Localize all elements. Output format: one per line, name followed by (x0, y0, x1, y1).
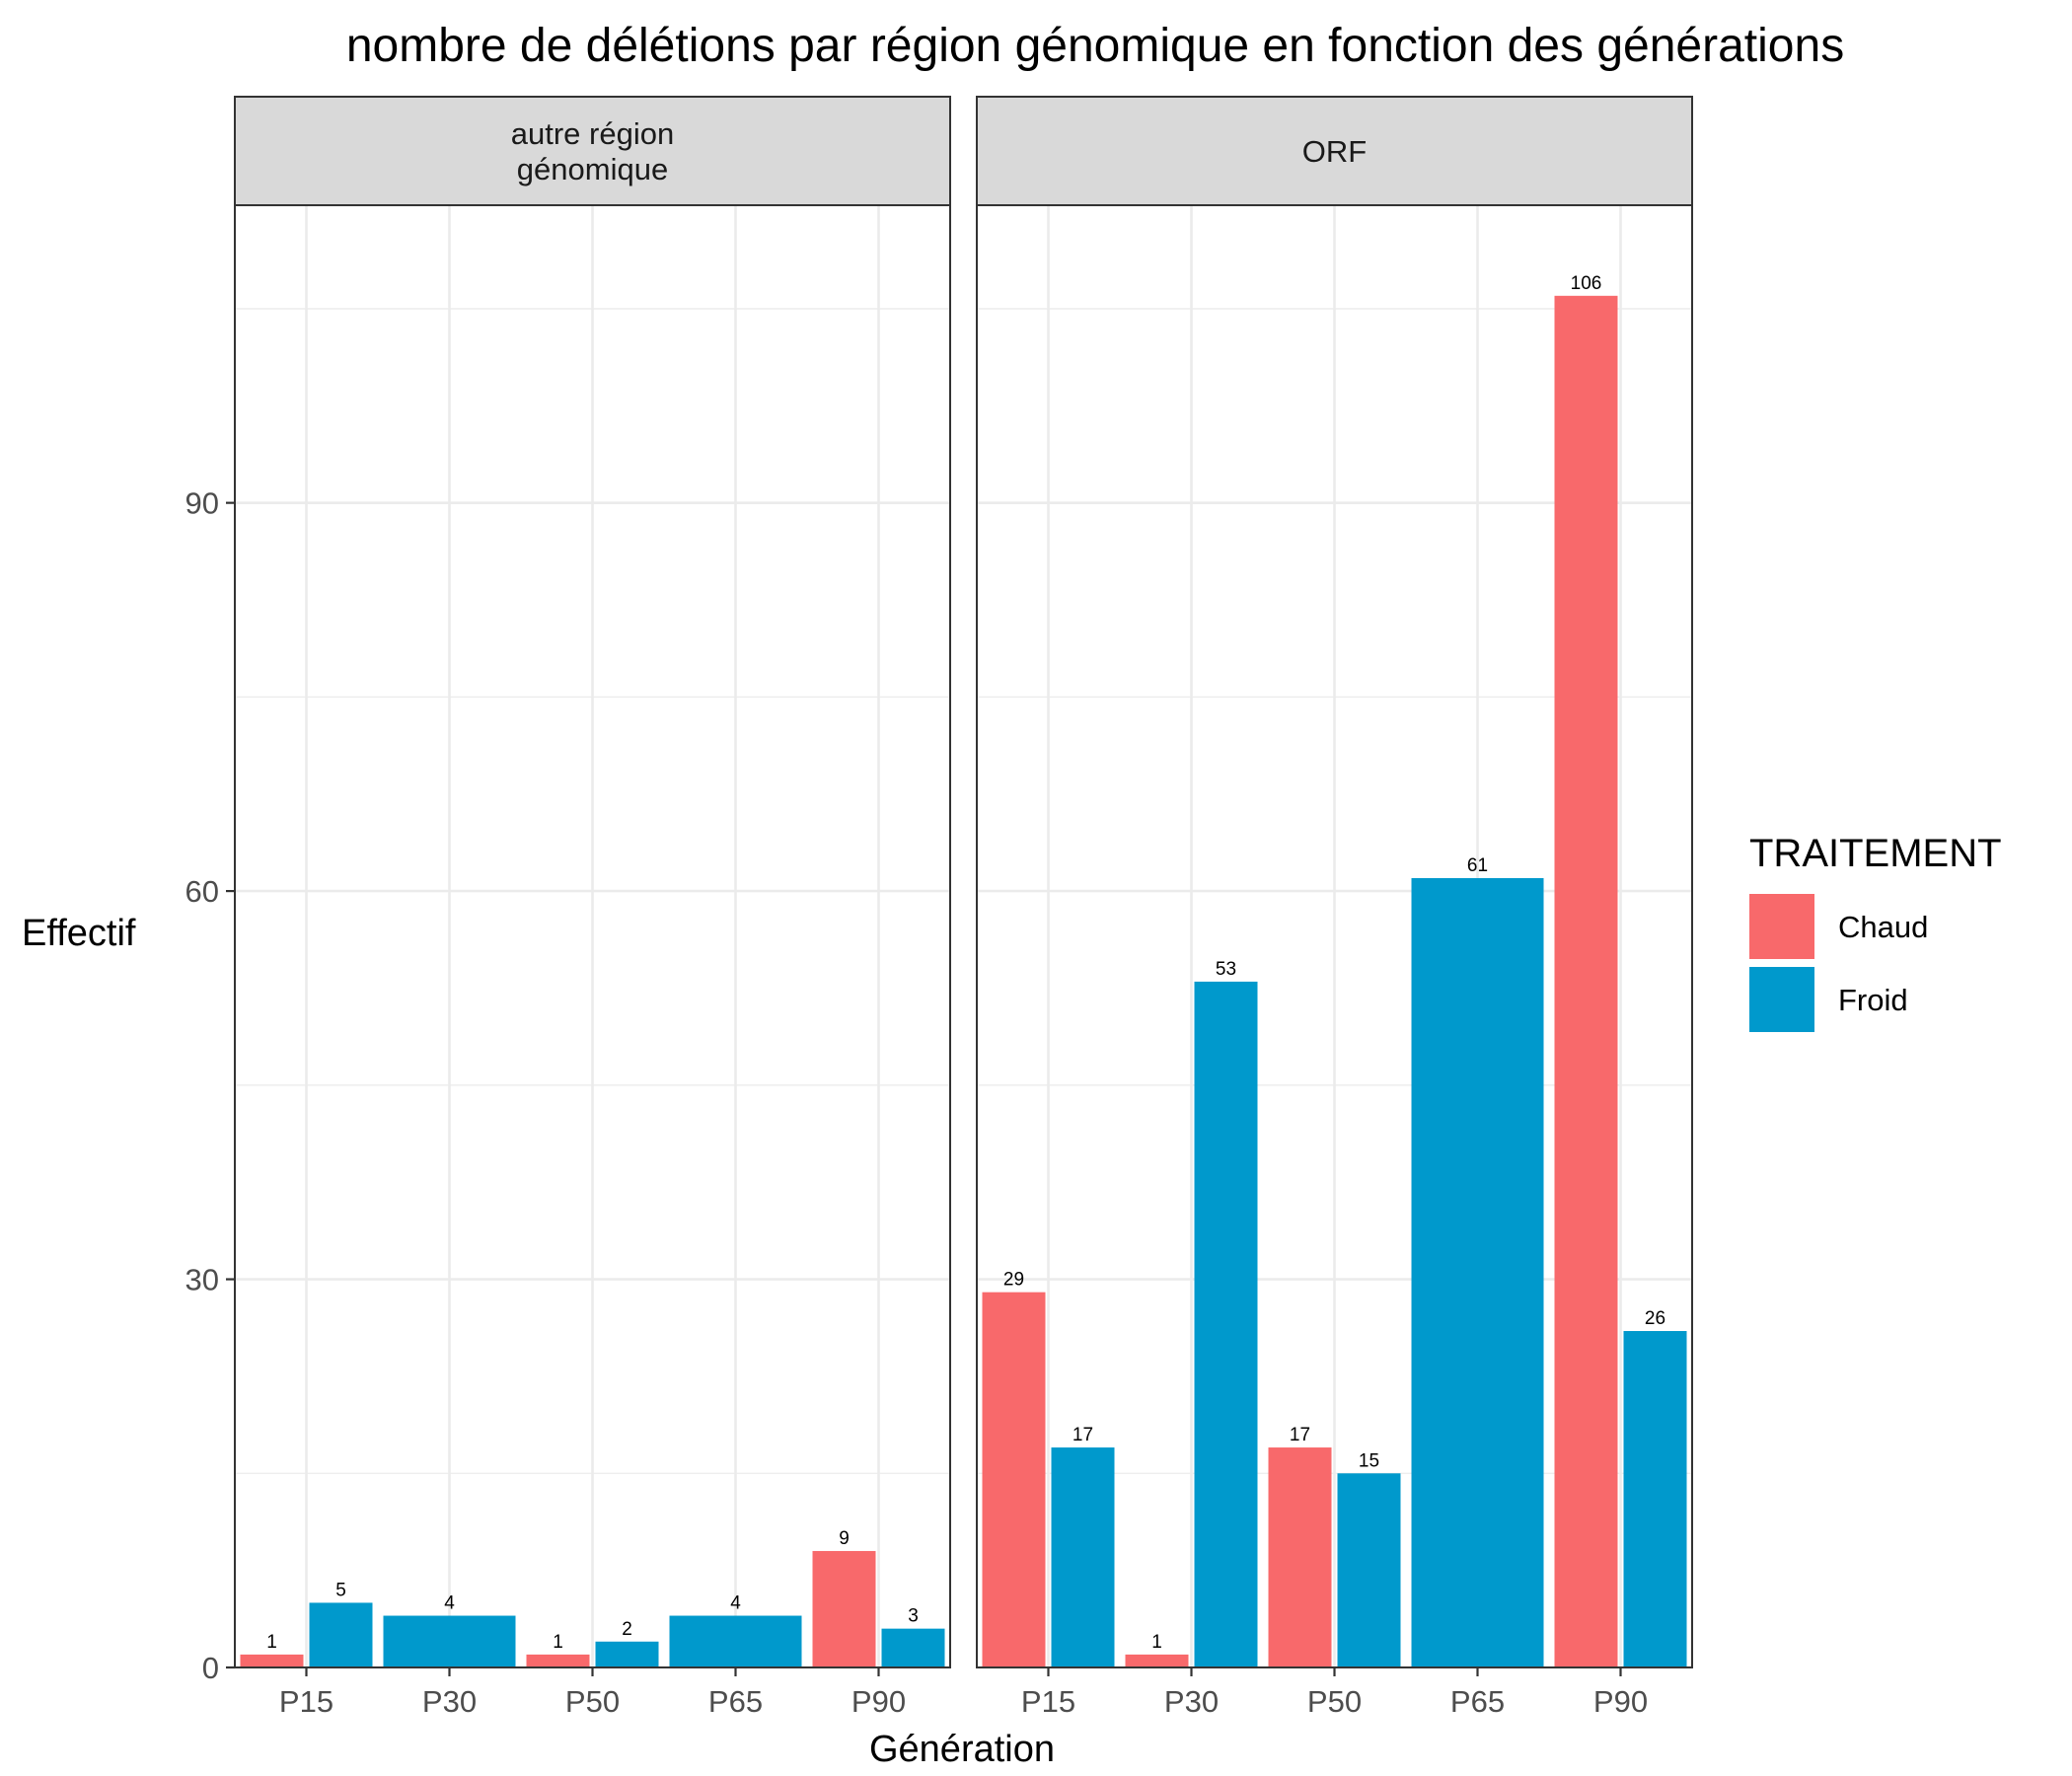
bar-chaud-p15 (240, 1654, 304, 1667)
bar-chaud-p50 (1268, 1447, 1332, 1667)
bar-value-label: 17 (1290, 1425, 1310, 1445)
bar-value-label: 1 (553, 1632, 563, 1653)
legend-label-froid: Froid (1838, 983, 1908, 1017)
bar-value-label: 15 (1359, 1450, 1379, 1471)
y-tick-label: 90 (185, 486, 219, 521)
y-axis: 0 30 60 90 (185, 486, 235, 1685)
x-tick-label: P65 (1450, 1684, 1505, 1719)
facet-strip-label: ORF (1302, 134, 1367, 169)
legend-swatch-chaud (1749, 894, 1814, 959)
legend-title: TRAITEMENT (1749, 832, 2002, 875)
x-tick-label: P50 (1307, 1684, 1362, 1719)
bar-value-label: 61 (1467, 855, 1488, 876)
facet-strip (234, 96, 951, 206)
y-tick-label: 30 (185, 1263, 219, 1297)
bar-value-label: 4 (730, 1593, 741, 1614)
bar-value-label: 4 (444, 1593, 455, 1614)
x-tick-label: P30 (422, 1684, 477, 1719)
x-tick-label: P15 (1021, 1684, 1075, 1719)
bar-value-label: 53 (1216, 959, 1236, 980)
legend: TRAITEMENT Chaud Froid (1749, 832, 2002, 1032)
bar-froid-p15 (309, 1602, 373, 1667)
x-tick-label: P90 (1593, 1684, 1648, 1719)
bar-froid-p90 (881, 1628, 945, 1667)
y-tick-label: 0 (202, 1651, 219, 1685)
bar-value-label: 26 (1645, 1308, 1665, 1329)
y-axis-title: Effectif (22, 913, 136, 954)
bar-chaud-p50 (526, 1654, 590, 1667)
bar-value-label: 1 (266, 1632, 277, 1653)
bar-froid-p90 (1623, 1331, 1687, 1667)
bar-value-label: 5 (335, 1580, 346, 1600)
bar-froid-p65 (1411, 877, 1544, 1667)
bar-froid-p30 (383, 1615, 516, 1667)
bar-value-label: 3 (908, 1606, 919, 1627)
legend-swatch-froid (1749, 967, 1814, 1032)
bar-chaud-p30 (1125, 1654, 1189, 1667)
x-tick-label: P50 (565, 1684, 620, 1719)
x-tick-label: P90 (851, 1684, 906, 1719)
chart-title: nombre de délétions par région génomique… (346, 20, 1844, 72)
facet-strip (976, 96, 1693, 206)
facet-strip-label: autre région (511, 116, 674, 151)
bar-value-label: 106 (1571, 273, 1602, 294)
bar-froid-p30 (1194, 981, 1258, 1667)
bar-froid-p15 (1051, 1447, 1115, 1667)
bar-value-label: 2 (622, 1619, 632, 1640)
legend-label-chaud: Chaud (1838, 910, 1928, 944)
facet-panel-1: 29 17 1 53 17 15 61 106 26 ORF P15 P30 P50 P65 P90 (976, 96, 1693, 1719)
bar-froid-p50 (1337, 1473, 1401, 1667)
x-tick-label: P65 (708, 1684, 763, 1719)
x-tick-label: P30 (1164, 1684, 1219, 1719)
bar-value-label: 1 (1151, 1632, 1162, 1653)
bar-froid-p65 (669, 1615, 802, 1667)
bar-value-label: 9 (839, 1528, 850, 1549)
bar-chaud-p90 (812, 1550, 876, 1667)
bar-froid-p50 (595, 1641, 659, 1667)
facet-strip-label: génomique (517, 152, 668, 186)
y-tick-label: 60 (185, 874, 219, 909)
bar-value-label: 17 (1073, 1425, 1093, 1445)
x-tick-label: P15 (279, 1684, 333, 1719)
bar-value-label: 29 (1003, 1270, 1024, 1291)
bar-chaud-p90 (1554, 295, 1618, 1667)
x-axis-title: Génération (869, 1729, 1055, 1770)
bar-chaud-p15 (982, 1292, 1046, 1667)
